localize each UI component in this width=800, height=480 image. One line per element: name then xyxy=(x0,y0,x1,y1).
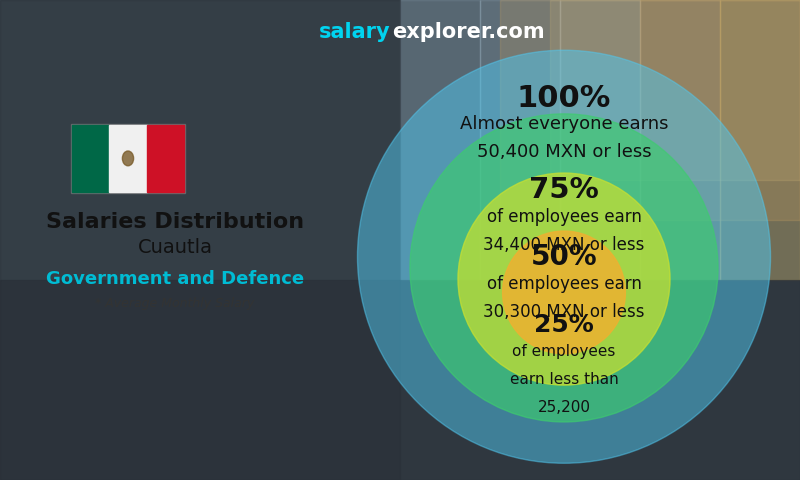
Bar xyxy=(0,0,400,480)
Text: * Average Monthly Salary: * Average Monthly Salary xyxy=(95,297,254,310)
Text: Cuautla: Cuautla xyxy=(138,238,213,257)
Text: of employees earn: of employees earn xyxy=(486,275,642,293)
Bar xyxy=(720,0,800,280)
Text: Salaries Distribution: Salaries Distribution xyxy=(46,212,304,232)
Bar xyxy=(560,0,640,280)
Ellipse shape xyxy=(122,151,134,166)
Circle shape xyxy=(410,114,718,422)
Text: explorer.com: explorer.com xyxy=(392,22,545,42)
Bar xyxy=(640,0,720,280)
Bar xyxy=(0,280,800,480)
Text: 50,400 MXN or less: 50,400 MXN or less xyxy=(477,143,651,161)
Bar xyxy=(72,125,110,192)
Text: 34,400 MXN or less: 34,400 MXN or less xyxy=(483,236,645,253)
Text: Government and Defence: Government and Defence xyxy=(46,270,304,288)
Circle shape xyxy=(358,50,770,463)
Text: 75%: 75% xyxy=(529,176,599,204)
Text: earn less than: earn less than xyxy=(510,372,618,387)
Bar xyxy=(550,0,800,180)
Text: of employees: of employees xyxy=(512,344,616,359)
Bar xyxy=(400,0,480,280)
Text: 50%: 50% xyxy=(530,243,598,271)
Bar xyxy=(480,0,560,280)
Circle shape xyxy=(458,173,670,385)
Text: of employees earn: of employees earn xyxy=(486,208,642,226)
Text: salary: salary xyxy=(318,22,390,42)
Text: Almost everyone earns: Almost everyone earns xyxy=(460,115,668,133)
Bar xyxy=(110,125,146,192)
Text: 100%: 100% xyxy=(517,84,611,113)
Bar xyxy=(146,125,184,192)
Text: 30,300 MXN or less: 30,300 MXN or less xyxy=(483,302,645,321)
Circle shape xyxy=(502,231,626,354)
Bar xyxy=(500,0,800,220)
Text: 25%: 25% xyxy=(534,312,594,336)
Text: 25,200: 25,200 xyxy=(538,400,590,415)
Bar xyxy=(71,124,185,193)
